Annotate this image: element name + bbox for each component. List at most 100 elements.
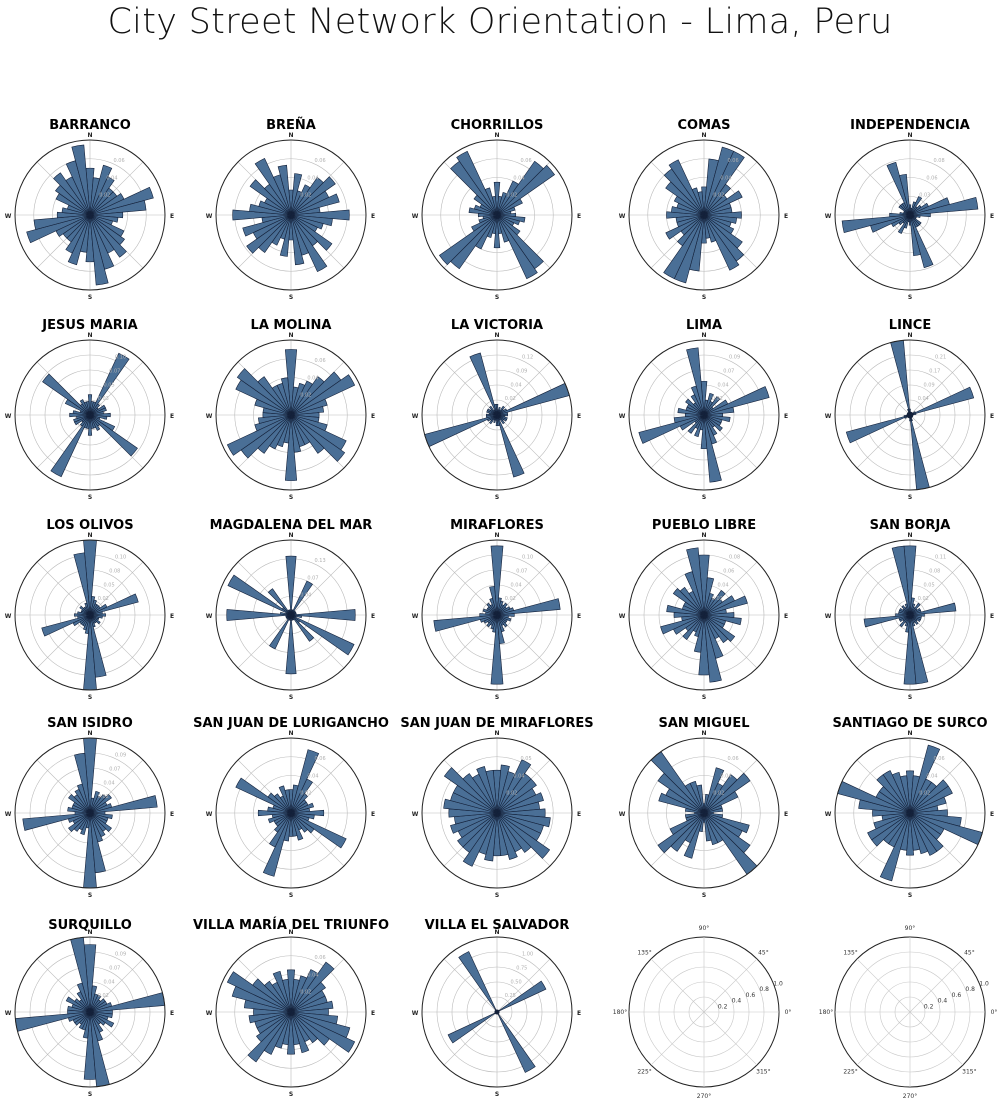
compass-label-e: E <box>577 613 581 620</box>
radial-tick-label: 0.07 <box>723 368 734 374</box>
radial-tick-label: 0.6 <box>952 992 962 999</box>
radial-tick-label: 1.0 <box>979 980 989 987</box>
grid-spoke <box>651 1012 704 1065</box>
radial-tick-label: 0.02 <box>300 990 311 996</box>
compass-label-e: E <box>371 413 375 420</box>
radial-tick-label: 0.06 <box>728 756 739 762</box>
radial-tick-label: 0.4 <box>938 998 948 1005</box>
radial-tick-label: 0.04 <box>926 773 937 779</box>
compass-label-s: S <box>908 892 912 899</box>
radial-tick-label: 0.50 <box>511 979 522 985</box>
compass-label-w: W <box>206 811 213 818</box>
radial-tick-label: 0.8 <box>965 986 975 993</box>
polar-plot: 90°45°0°315°270°225°180°135°0.20.40.60.8… <box>810 918 1000 1118</box>
radial-tick-label: 0.21 <box>935 355 946 361</box>
radial-tick-label: 0.04 <box>718 582 729 588</box>
compass-label-w: W <box>206 213 213 220</box>
radial-tick-label: 0.11 <box>935 555 946 561</box>
radial-tick-label: 0.05 <box>924 582 935 588</box>
radial-tick-label: 0.07 <box>109 368 120 374</box>
grid-spoke <box>857 959 910 1012</box>
radial-tick-label: 0.02 <box>300 393 311 399</box>
compass-label-w: W <box>825 811 832 818</box>
angle-label: 225° <box>843 1068 857 1075</box>
angle-label: 270° <box>697 1093 711 1100</box>
compass-label-w: W <box>825 213 832 220</box>
radial-tick-label: 0.75 <box>516 965 527 971</box>
compass-label-n: N <box>494 730 499 737</box>
bar <box>470 353 497 415</box>
radial-tick-label: 0.08 <box>729 555 740 561</box>
compass-label-n: N <box>494 332 499 339</box>
radial-tick-label: 0.05 <box>521 756 532 762</box>
compass-label-s: S <box>88 892 92 899</box>
compass-label-w: W <box>5 413 12 420</box>
radial-tick-label: 0.10 <box>115 555 126 561</box>
compass-label-s: S <box>289 694 293 701</box>
radial-tick-label: 0.4 <box>732 998 742 1005</box>
compass-label-s: S <box>495 294 499 301</box>
compass-label-s: S <box>908 494 912 501</box>
polar-plot: 90°45°0°315°270°225°180°135°0.20.40.60.8… <box>604 918 804 1118</box>
compass-label-e: E <box>990 413 994 420</box>
compass-label-w: W <box>5 213 12 220</box>
compass-label-w: W <box>412 213 419 220</box>
compass-label-e: E <box>371 1010 375 1017</box>
radial-tick-label: 1.00 <box>522 952 533 958</box>
compass-label-w: W <box>412 613 419 620</box>
compass-label-w: W <box>412 1010 419 1017</box>
bar <box>448 1012 497 1043</box>
radial-tick-label: 0.02 <box>713 193 724 199</box>
compass-label-n: N <box>288 532 293 539</box>
compass-label-e: E <box>577 413 581 420</box>
compass-label-n: N <box>907 132 912 139</box>
radial-tick-label: 0.02 <box>99 193 110 199</box>
compass-label-s: S <box>289 494 293 501</box>
grid-spoke <box>651 959 704 1012</box>
radial-tick-label: 0.06 <box>315 158 326 164</box>
radial-tick-label: 0.06 <box>723 568 734 574</box>
compass-label-w: W <box>412 413 419 420</box>
radial-tick-label: 0.09 <box>115 952 126 958</box>
radial-tick-label: 0.04 <box>513 175 524 181</box>
angle-label: 90° <box>699 925 710 932</box>
radial-tick-label: 0.04 <box>307 972 318 978</box>
compass-label-w: W <box>619 811 626 818</box>
compass-label-n: N <box>701 332 706 339</box>
radial-tick-label: 0.02 <box>300 791 311 797</box>
radial-tick-label: 0.02 <box>506 791 517 797</box>
compass-label-s: S <box>702 294 706 301</box>
compass-label-e: E <box>371 613 375 620</box>
radial-tick-label: 0.04 <box>104 979 115 985</box>
radial-tick-label: 0.25 <box>505 993 516 999</box>
radial-tick-label: 0.09 <box>115 753 126 759</box>
bar <box>228 575 291 615</box>
bar <box>497 415 524 477</box>
radial-tick-label: 0.02 <box>98 794 109 800</box>
compass-label-e: E <box>170 1010 174 1017</box>
bar <box>439 215 497 265</box>
compass-label-e: E <box>170 213 174 220</box>
radial-tick-label: 0.08 <box>109 568 120 574</box>
radial-tick-label: 0.02 <box>713 791 724 797</box>
compass-label-n: N <box>288 730 293 737</box>
bar <box>451 215 497 269</box>
compass-label-e: E <box>371 213 375 220</box>
grid-spoke <box>910 959 963 1012</box>
